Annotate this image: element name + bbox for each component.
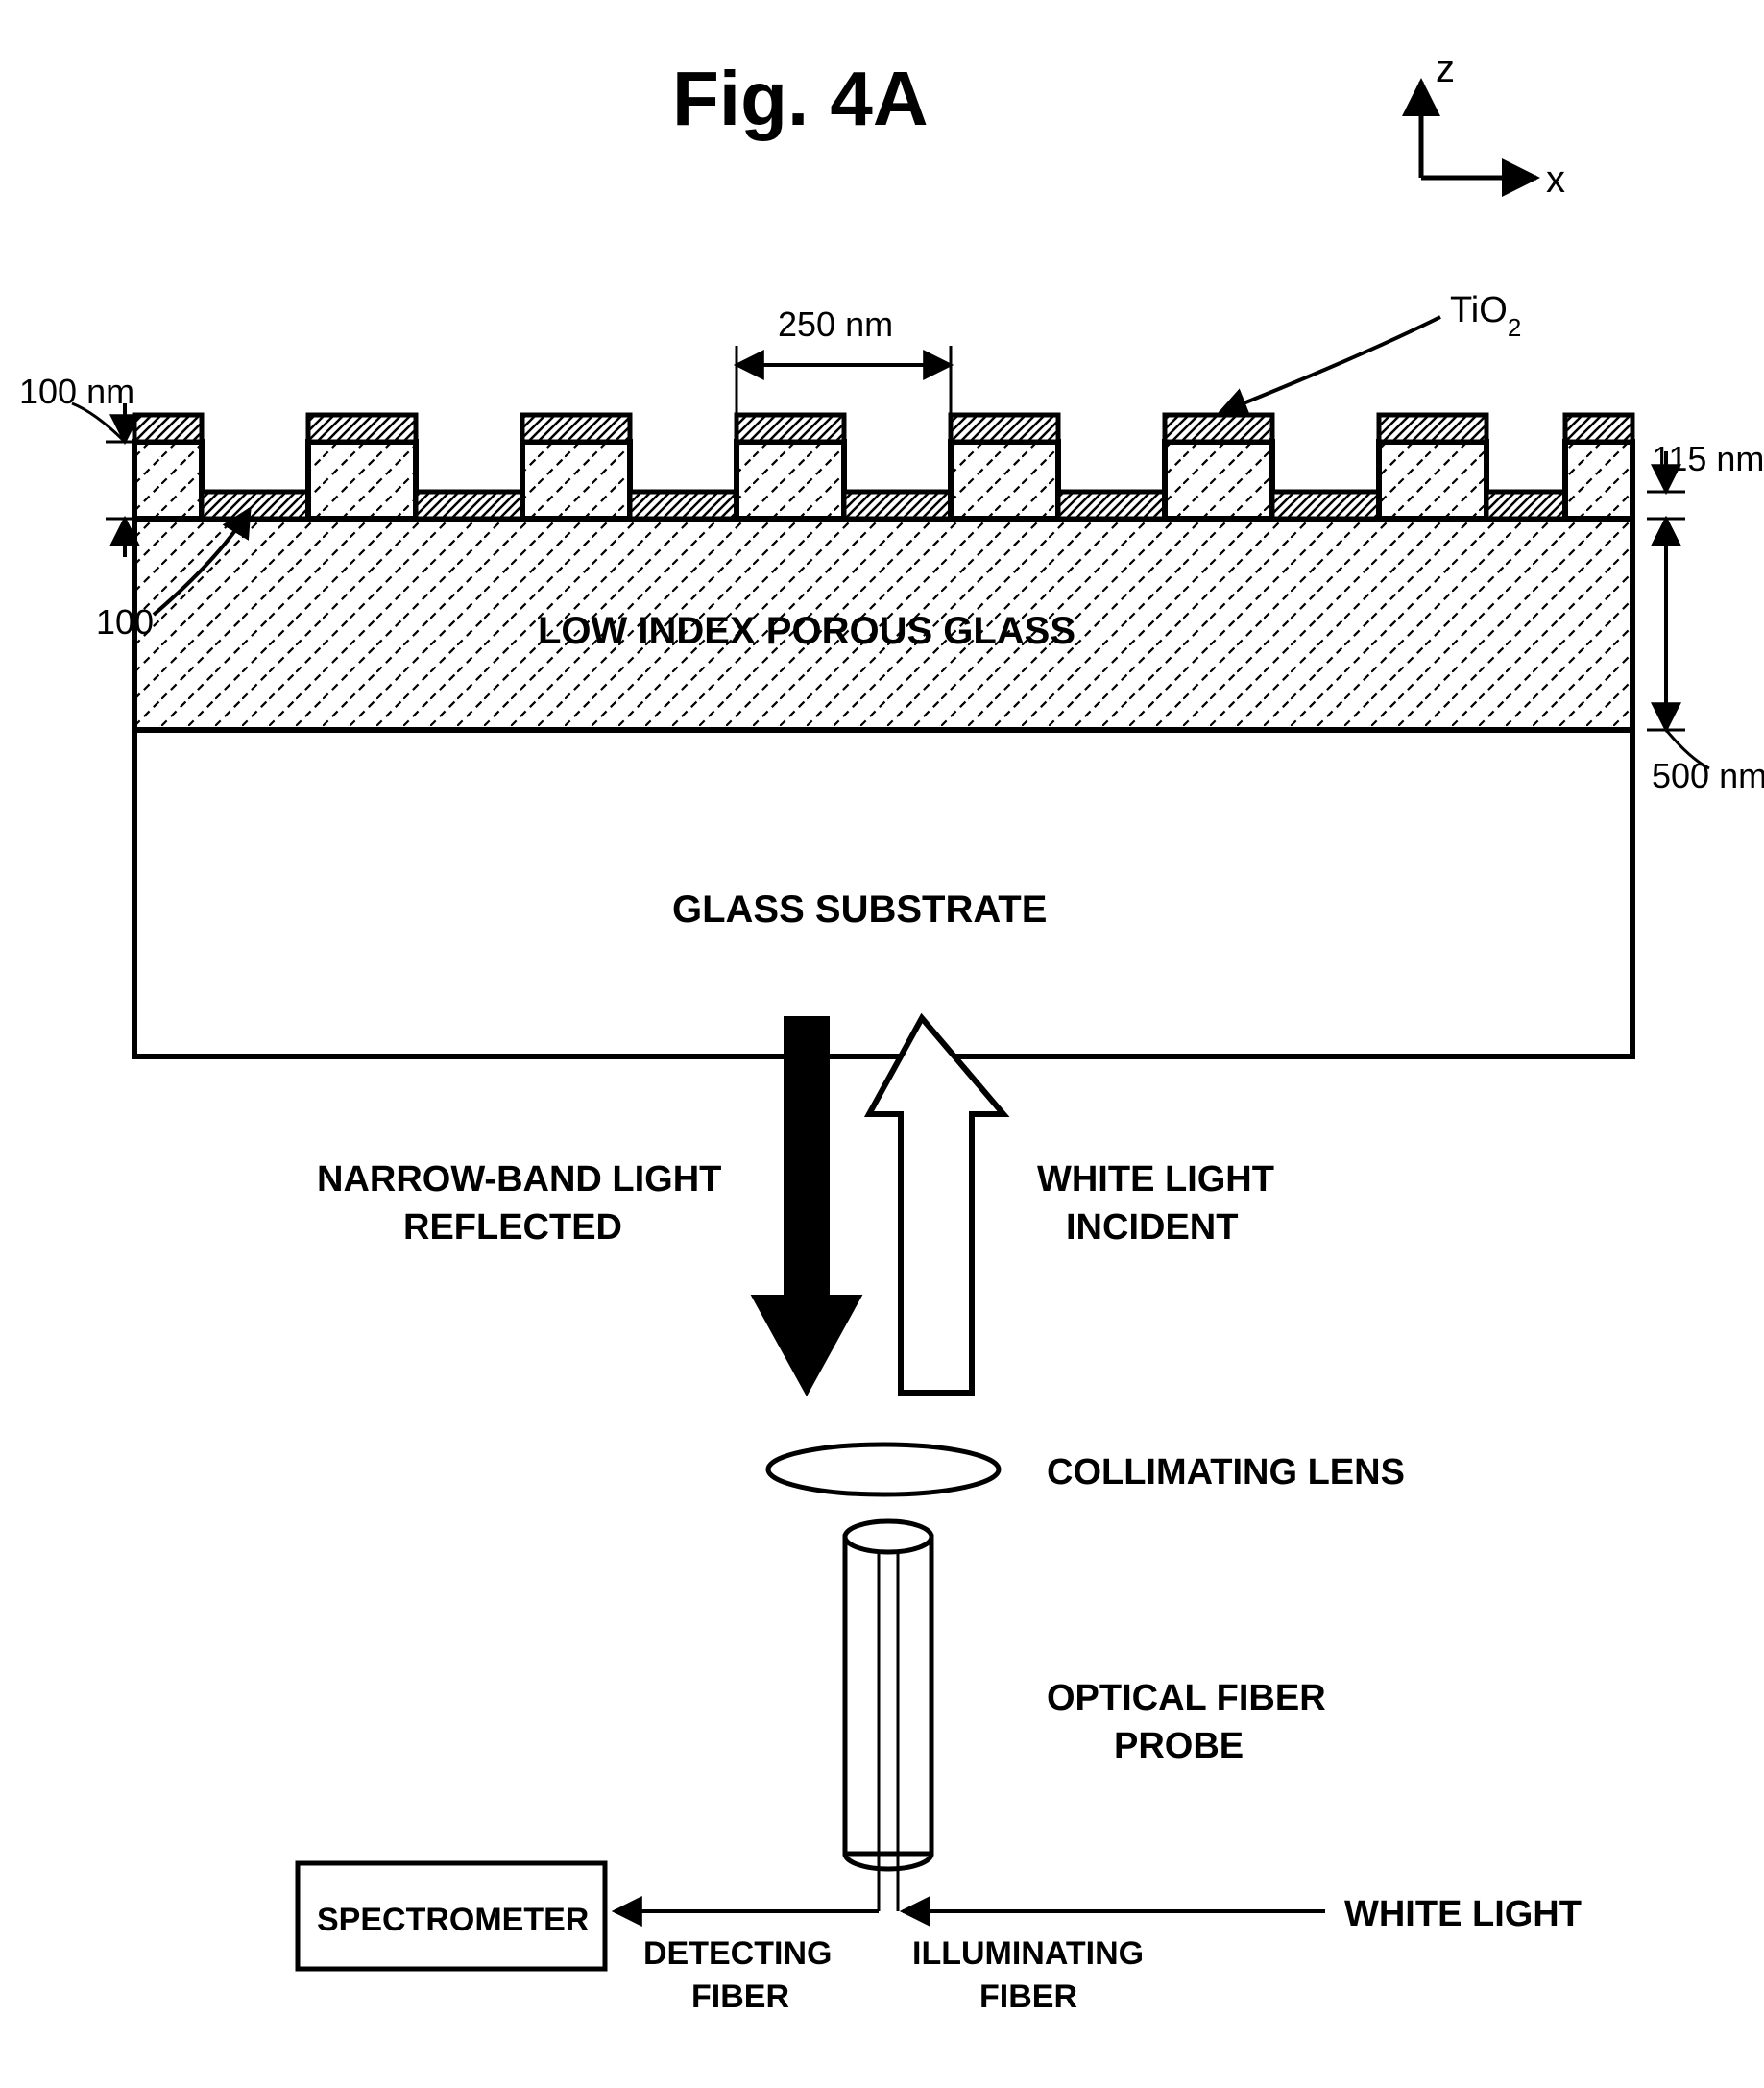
probe-label-2: PROBE: [1114, 1726, 1244, 1766]
probe-label-1: OPTICAL FIBER: [1047, 1678, 1326, 1718]
reflected-label-1: NARROW-BAND LIGHT: [317, 1159, 721, 1200]
incident-label-2: INCIDENT: [1066, 1207, 1238, 1248]
axis-x-label: x: [1546, 158, 1565, 201]
spectrometer-label: SPECTROMETER: [317, 1902, 589, 1938]
white-light-label: WHITE LIGHT: [1344, 1894, 1582, 1934]
axes-indicator: z x: [1421, 48, 1565, 201]
incident-arrow: [869, 1018, 1003, 1393]
tooth-height-dim: 100 nm: [19, 372, 149, 557]
tio2-callout: TiO2: [1220, 290, 1521, 413]
ref-100-label: 100: [96, 602, 154, 642]
lens-label: COLLIMATING LENS: [1047, 1452, 1405, 1493]
figure-title: Fig. 4A: [672, 56, 929, 141]
porous-glass-label: LOW INDEX POROUS GLASS: [538, 610, 1075, 652]
illuminating-label-2: FIBER: [979, 1979, 1077, 2015]
porous-thickness-label: 500 nm: [1652, 756, 1764, 795]
reflected-label-2: REFLECTED: [403, 1207, 622, 1248]
grating-teeth: [134, 415, 1632, 519]
sensor-cross-section: GLASS SUBSTRATE: [19, 290, 1764, 1056]
bottom-assembly: SPECTROMETER DETECTING FIBER ILLUMINATIN…: [298, 1863, 1582, 2015]
illuminating-label-1: ILLUMINATING: [912, 1935, 1144, 1972]
detecting-label-1: DETECTING: [643, 1935, 832, 1972]
light-arrows: NARROW-BAND LIGHT REFLECTED WHITE LIGHT …: [317, 1018, 1274, 1393]
detecting-label-2: FIBER: [691, 1979, 789, 2015]
axis-z-label: z: [1436, 48, 1455, 90]
period-dimension: 250 nm: [737, 304, 951, 413]
glass-substrate-label: GLASS SUBSTRATE: [672, 888, 1047, 931]
incident-label-1: WHITE LIGHT: [1037, 1159, 1274, 1200]
reflected-arrow: [754, 1018, 859, 1393]
period-label: 250 nm: [778, 304, 893, 344]
tio2-thickness-label: 115 nm: [1652, 439, 1764, 478]
porous-thickness-dim: 500 nm: [1647, 519, 1764, 795]
fiber-probe: OPTICAL FIBER PROBE: [845, 1521, 1326, 1869]
figure-canvas: Fig. 4A z x GLASS SUBSTRATE: [0, 0, 1764, 2088]
tooth-height-label: 100 nm: [19, 372, 134, 411]
tio2-label: TiO2: [1450, 290, 1521, 342]
collimating-lens: COLLIMATING LENS: [768, 1445, 1405, 1494]
